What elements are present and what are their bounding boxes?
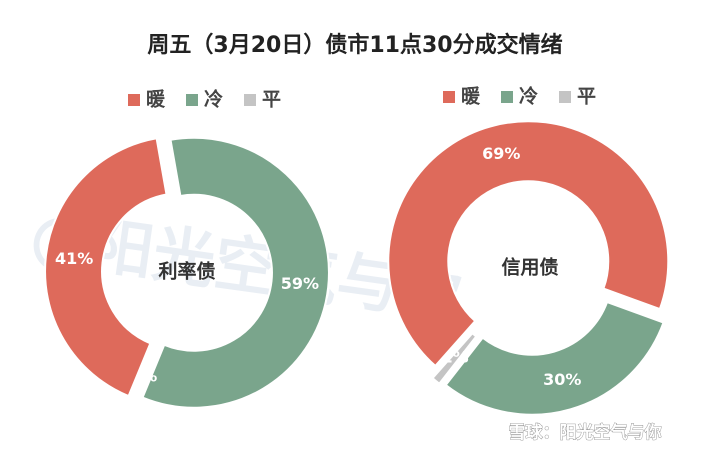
legend-label: 暖 bbox=[146, 88, 166, 111]
donut-segment bbox=[431, 331, 478, 386]
legend-swatch bbox=[244, 94, 256, 106]
donut-segment bbox=[444, 300, 665, 416]
donut-segment bbox=[131, 350, 156, 404]
footer: 雪球：阳光空气与你 bbox=[509, 422, 662, 443]
legend-label: 平 bbox=[262, 89, 281, 111]
legend-label: 冷 bbox=[204, 88, 223, 111]
donut-segment bbox=[141, 136, 330, 409]
legend-label: 冷 bbox=[519, 85, 538, 108]
center-label: 利率债 bbox=[158, 260, 215, 283]
center-label: 信用债 bbox=[501, 256, 558, 279]
donut-segment bbox=[44, 137, 168, 398]
legend-swatch bbox=[501, 91, 513, 103]
value-label: 59% bbox=[281, 274, 319, 293]
legend-swatch bbox=[559, 91, 571, 103]
donut-segment bbox=[387, 120, 670, 368]
page-title: 周五（3月20日）债市11点30分成交情绪 bbox=[147, 32, 562, 58]
legend-label: 暖 bbox=[461, 85, 481, 108]
legend-label: 平 bbox=[577, 86, 596, 108]
legend-swatch bbox=[128, 94, 140, 106]
value-label: 30% bbox=[543, 370, 581, 389]
value-label: 41% bbox=[55, 249, 93, 268]
legend-swatch bbox=[443, 91, 455, 103]
value-label: 69% bbox=[482, 144, 520, 163]
legend-swatch bbox=[186, 94, 198, 106]
